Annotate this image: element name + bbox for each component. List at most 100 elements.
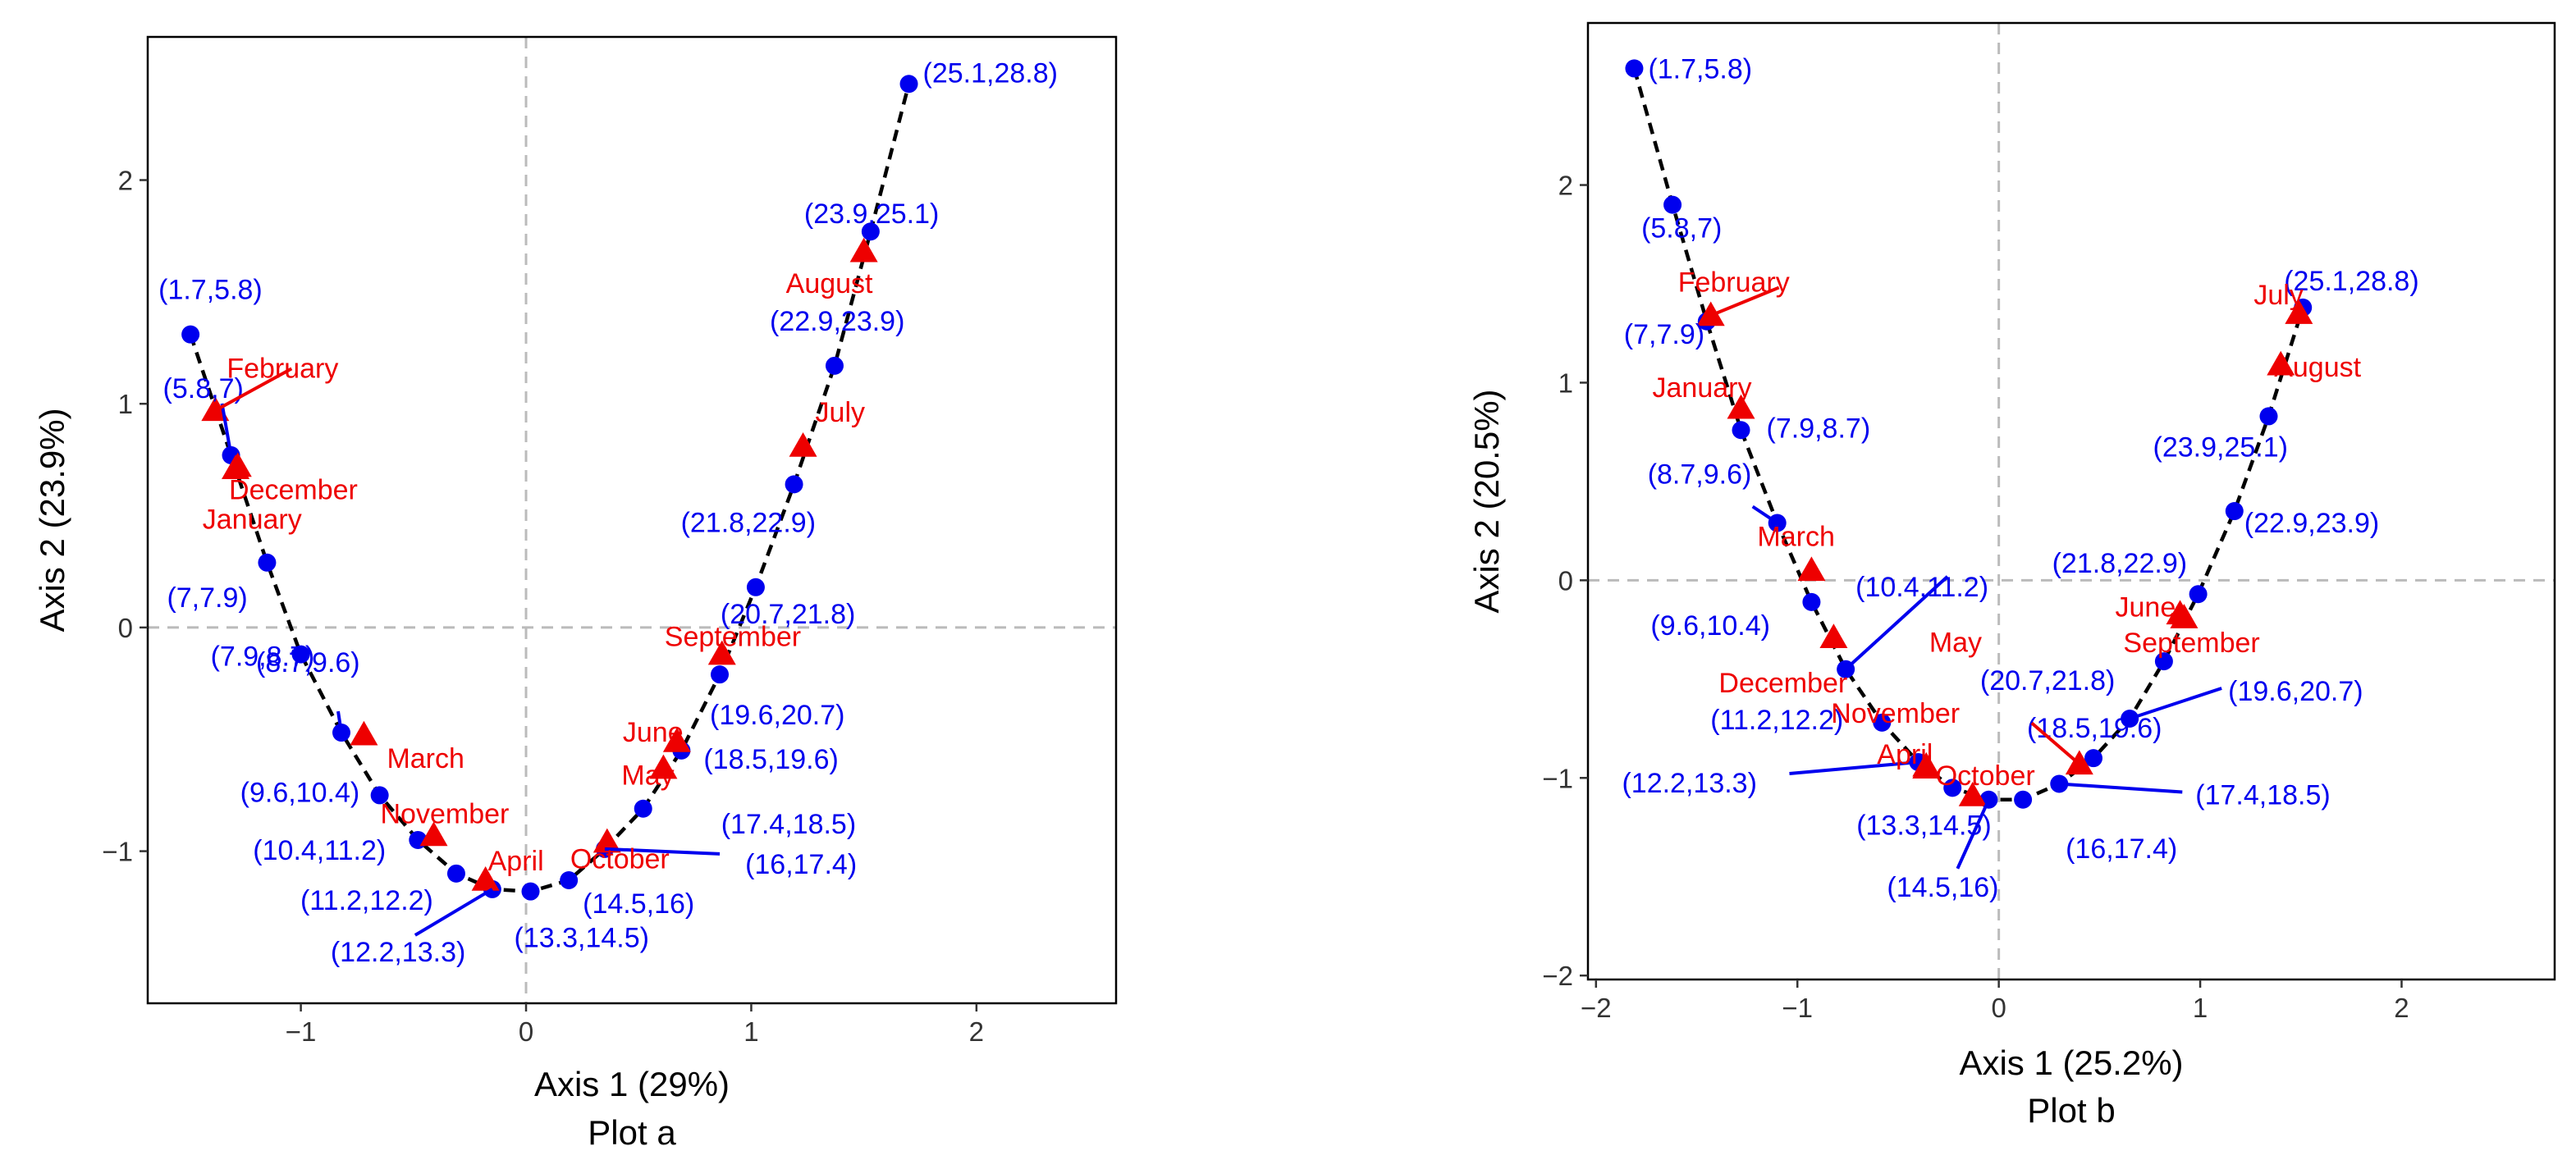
data-point xyxy=(2084,749,2102,768)
month-label: November xyxy=(381,798,510,829)
x-tick-label: 2 xyxy=(2394,993,2409,1023)
month-marker xyxy=(662,727,691,752)
point-label: (7,7.9) xyxy=(1624,319,1704,350)
data-point xyxy=(1732,421,1750,440)
point-label: (18.5,19.6) xyxy=(703,744,838,775)
data-point xyxy=(899,75,918,94)
month-marker xyxy=(649,754,678,779)
month-marker xyxy=(593,828,621,853)
month-label: July xyxy=(816,397,865,428)
point-label: (7.9,8.7) xyxy=(1767,413,1871,444)
point-label: (17.4,18.5) xyxy=(721,809,856,840)
point-label: (5.8,7) xyxy=(1641,213,1722,244)
data-point xyxy=(746,578,765,596)
month-label: January xyxy=(1653,372,1752,404)
month-label: October xyxy=(1936,760,2035,792)
point-label: (12.2,13.3) xyxy=(1622,768,1756,799)
month-marker xyxy=(849,237,878,263)
y-tick-label: 0 xyxy=(1558,565,1573,596)
point-label: (7.9,8.7) xyxy=(211,642,315,673)
plot-panel-a: −1 0 1 2 −1 0 1 2 Axis 1 (29%) Plot a Axis 2 (23.9… xyxy=(33,35,1118,1152)
point-label: (25.1,28.8) xyxy=(2284,266,2418,297)
x-tick-label: 2 xyxy=(969,1016,984,1047)
data-point xyxy=(825,356,844,375)
point-leader-line xyxy=(604,847,721,856)
y-axis-title: Axis 2 (23.9%) xyxy=(33,408,71,632)
month-marker xyxy=(1727,394,1755,419)
x-tick-label: −1 xyxy=(1782,993,1813,1023)
data-point xyxy=(1663,195,1682,214)
plot-border xyxy=(146,35,1118,1005)
point-label: (9.6,10.4) xyxy=(240,777,360,808)
point-label: (20.7,21.8) xyxy=(721,599,855,630)
data-point xyxy=(785,475,803,494)
month-leader-line xyxy=(214,367,293,413)
point-leader-line xyxy=(220,403,233,456)
data-point xyxy=(634,799,652,818)
point-label: (5.8,7) xyxy=(163,373,244,404)
data-point xyxy=(861,222,880,241)
data-point xyxy=(181,325,200,344)
x-axis-title: Axis 1 (29%) xyxy=(534,1065,730,1103)
data-point xyxy=(370,786,389,805)
point-label: (13.3,14.5) xyxy=(1856,810,1991,841)
point-label: (21.8,22.9) xyxy=(2052,548,2187,579)
month-marker xyxy=(2267,350,2295,376)
month-label: June xyxy=(2116,591,2176,623)
point-label: (19.6,20.7) xyxy=(2228,676,2363,707)
data-point xyxy=(2014,790,2033,809)
x-tick-label: 1 xyxy=(2193,993,2208,1023)
point-label: (17.4,18.5) xyxy=(2195,780,2330,811)
month-leader-line xyxy=(1709,285,1780,317)
point-leader-line xyxy=(336,710,343,733)
point-leader-line xyxy=(1844,575,1949,671)
y-tick-label: 2 xyxy=(1558,171,1573,201)
month-label: April xyxy=(488,846,544,877)
data-point xyxy=(2189,585,2208,604)
point-leader-line xyxy=(1751,505,1778,525)
point-label: (14.5,16) xyxy=(583,888,694,920)
y-tick-label: −1 xyxy=(102,837,133,867)
point-label: (10.4,11.2) xyxy=(1855,572,1988,603)
plot-panel-b: −2 −1 0 1 2 −2 −1 0 1 2 Axis 1 (25.2%) Plot b Axis 2… xyxy=(1467,21,2556,1130)
point-label: (9.6,10.4) xyxy=(1650,610,1770,642)
x-tick-label: −1 xyxy=(286,1016,317,1047)
month-leader-line xyxy=(2030,721,2081,765)
point-label: (25.1,28.8) xyxy=(923,57,1058,89)
month-marker xyxy=(1958,781,1987,806)
point-label: (23.9,25.1) xyxy=(804,199,939,230)
month-marker xyxy=(2170,604,2199,628)
x-tick-label: 1 xyxy=(744,1016,758,1047)
data-point xyxy=(2259,407,2278,426)
month-label: May xyxy=(1929,627,1982,658)
point-label: (21.8,22.9) xyxy=(681,507,816,538)
point-label: (8.7,9.6) xyxy=(256,647,360,678)
point-label: (16,17.4) xyxy=(745,849,857,880)
month-marker xyxy=(1819,623,1848,648)
y-tick-label: −2 xyxy=(1542,961,1573,991)
month-marker xyxy=(789,432,817,457)
data-point xyxy=(258,553,277,572)
month-marker xyxy=(1912,754,1941,779)
x-axis-title: Axis 1 (25.2%) xyxy=(1959,1043,2183,1082)
month-label: March xyxy=(387,743,464,774)
plot-border xyxy=(1586,21,2556,981)
data-point xyxy=(560,871,579,890)
y-tick-label: 0 xyxy=(118,613,133,643)
data-point xyxy=(446,864,465,883)
data-point xyxy=(1802,592,1821,611)
point-leader-line xyxy=(1789,760,1919,775)
plot-caption: Plot b xyxy=(2027,1091,2115,1130)
point-label: (16,17.4) xyxy=(2066,833,2177,865)
month-label: December xyxy=(229,474,358,505)
data-point xyxy=(2154,652,2173,671)
point-label: (8.7,9.6) xyxy=(1648,459,1752,491)
data-point xyxy=(711,665,730,684)
month-label: August xyxy=(786,268,873,299)
month-marker xyxy=(1797,556,1826,582)
plot-caption: Plot a xyxy=(588,1113,676,1152)
y-tick-label: −1 xyxy=(1542,763,1573,793)
point-label: (1.7,5.8) xyxy=(1648,53,1752,84)
month-label: April xyxy=(1877,739,1933,770)
